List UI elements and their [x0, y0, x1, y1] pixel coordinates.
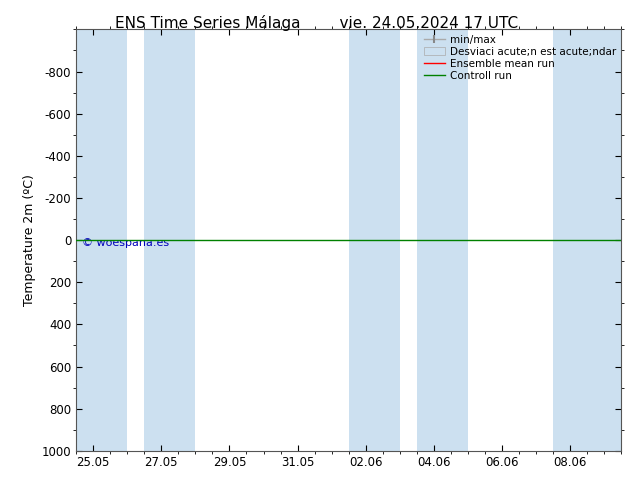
Legend: min/max, Desviaci acute;n est acute;ndar, Ensemble mean run, Controll run: min/max, Desviaci acute;n est acute;ndar… — [424, 35, 616, 81]
Bar — [553, 29, 621, 451]
Y-axis label: Temperature 2m (ºC): Temperature 2m (ºC) — [23, 174, 36, 306]
Bar — [349, 29, 400, 451]
Text: © woespana.es: © woespana.es — [82, 238, 169, 248]
Bar — [144, 29, 195, 451]
Text: ENS Time Series Málaga        vie. 24.05.2024 17 UTC: ENS Time Series Málaga vie. 24.05.2024 1… — [115, 15, 519, 31]
Bar — [417, 29, 468, 451]
Bar — [76, 29, 127, 451]
